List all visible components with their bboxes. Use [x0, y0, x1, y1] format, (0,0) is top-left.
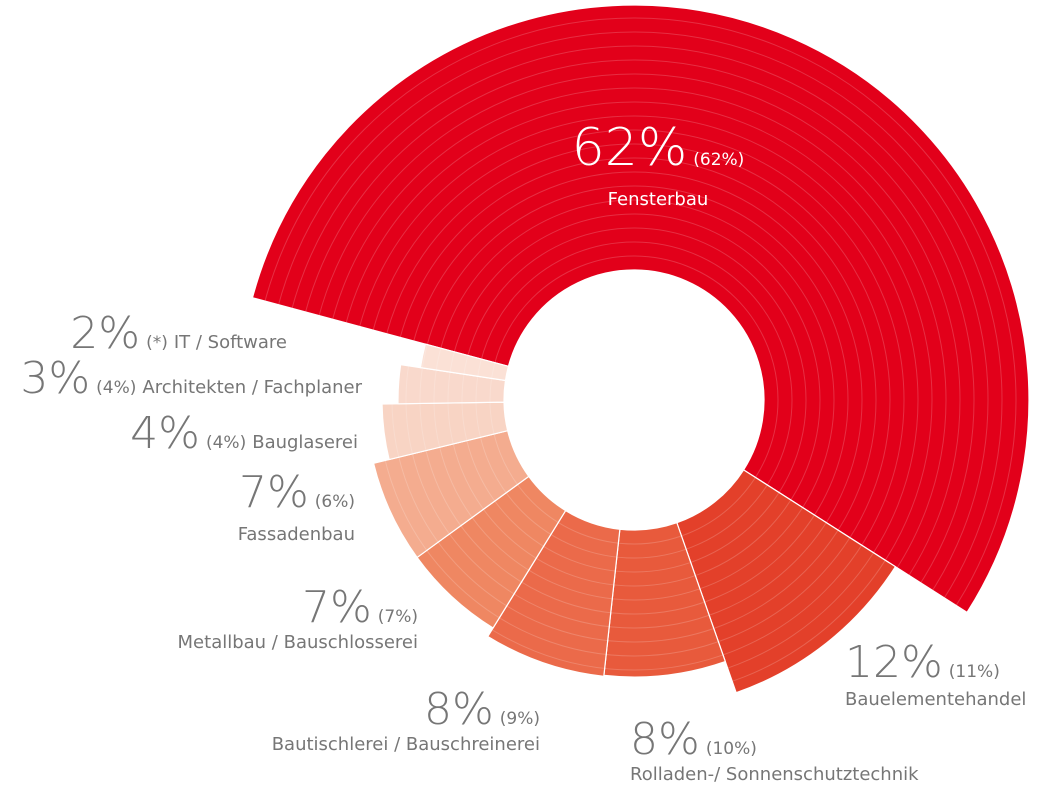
ring-line [279, 45, 989, 755]
slice-label: 7% (7%) [302, 582, 418, 633]
slice-label: 7% (6%) [239, 467, 355, 518]
category-label: Rolladen-/ Sonnenschutztechnik [630, 764, 919, 785]
value-label: 7% [302, 582, 372, 633]
previous-label: (9%) [500, 709, 540, 729]
value-label: 8% [630, 714, 700, 765]
category-label: Metallbau / Bauschlosserei [178, 632, 418, 653]
ring-line [265, 31, 1003, 769]
pie-slice [372, 430, 530, 559]
previous-label: (4%) [96, 378, 136, 398]
pie-slice [676, 469, 897, 694]
previous-label: (10%) [706, 739, 757, 759]
slice-label: 8% (9%) [424, 684, 540, 735]
value-label: 4% [130, 408, 200, 459]
ring-line [433, 199, 835, 601]
pie-slice [251, 4, 1030, 614]
value-label: 7% [239, 467, 309, 518]
ring-line [349, 115, 919, 685]
ring-line [419, 185, 849, 615]
previous-label: (11%) [949, 662, 1000, 682]
category-label: Bautischlerei / Bauschreinerei [272, 734, 540, 755]
slice-label: 12% (11%) [845, 637, 1000, 688]
previous-label: (62%) [693, 150, 744, 170]
category-label: Fassadenbau [238, 524, 355, 545]
slice-label: 2% (*) IT / Software [70, 308, 287, 359]
ring-line [237, 3, 1031, 787]
previous-label: (4%) [206, 433, 246, 453]
value-label: 3% [20, 353, 90, 404]
category-label: Fensterbau [608, 189, 709, 210]
slice-label: 4% (4%) Bauglaserei [130, 408, 358, 459]
pie-slice [419, 343, 510, 382]
ring-line [363, 129, 905, 671]
ring-line [475, 241, 793, 559]
ring-line [307, 73, 961, 727]
value-label: 2% [70, 308, 140, 359]
value-label: 62% [572, 118, 688, 178]
category-label: Bauglaserei [252, 432, 358, 453]
previous-label: (*) [146, 333, 168, 353]
ring-line [293, 59, 975, 741]
inner-ring [508, 274, 760, 526]
ring-line [321, 87, 947, 713]
category-label: Architekten / Fachplaner [142, 377, 362, 398]
ring-line [489, 255, 779, 545]
previous-label: (7%) [378, 607, 418, 627]
pie-slice [486, 509, 621, 678]
slice-label: 62% (62%) [572, 118, 745, 178]
ring-line [405, 171, 863, 629]
value-label: 8% [424, 684, 494, 735]
ring-line [447, 213, 821, 587]
ring-line [335, 101, 933, 699]
ring-line [251, 17, 1017, 783]
ring-line [391, 157, 877, 643]
ring-line [461, 227, 807, 573]
slice-label: 8% (10%) [630, 714, 757, 765]
previous-label: (6%) [315, 492, 355, 512]
value-label: 12% [845, 637, 943, 688]
ring-line [377, 143, 891, 657]
category-label: IT / Software [174, 332, 287, 353]
category-label: Bauelementehandel [845, 689, 1026, 710]
slice-label: 3% (4%) Architekten / Fachplaner [20, 353, 362, 404]
